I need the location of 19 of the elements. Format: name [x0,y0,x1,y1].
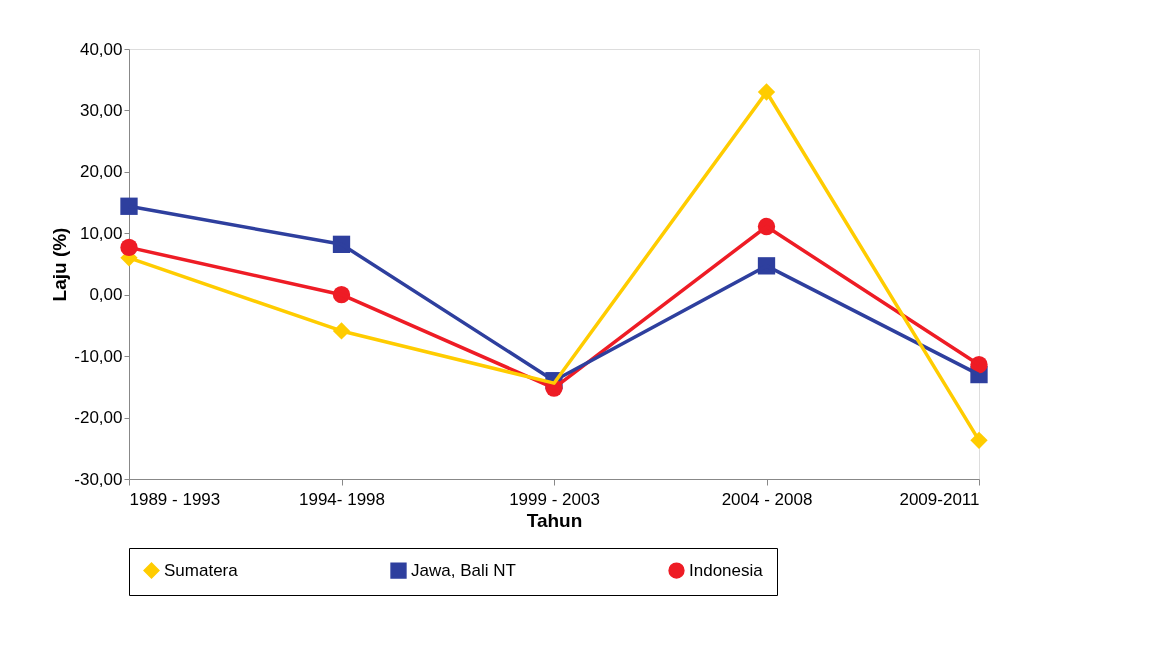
y-tick-label: 30,00 [79,100,123,120]
x-axis-title: Tahun [526,509,583,531]
legend-label: Indonesia [689,560,764,580]
x-tick-label: 2009-2011 [899,489,980,509]
x-tick-label: 2004 - 2008 [721,489,813,509]
y-tick-label: 10,00 [79,223,123,243]
y-tick-label: -30,00 [74,469,123,489]
y-axis-title: Laju (%) [49,227,71,302]
x-tick-label: 1999 - 2003 [509,489,600,509]
legend-label: Sumatera [164,560,239,580]
y-tick-label: -20,00 [74,408,123,428]
x-tick-label: 1994- 1998 [298,489,386,509]
point [120,197,138,215]
y-tick-label: 0,00 [89,285,123,305]
y-tick-label: -10,00 [74,346,123,366]
legend-label: Jawa, Bali NT [411,560,516,580]
y-tick-label: 40,00 [79,39,123,59]
y-tick-label: 20,00 [79,162,123,182]
x-tick-label: 1989 - 1993 [129,489,221,509]
